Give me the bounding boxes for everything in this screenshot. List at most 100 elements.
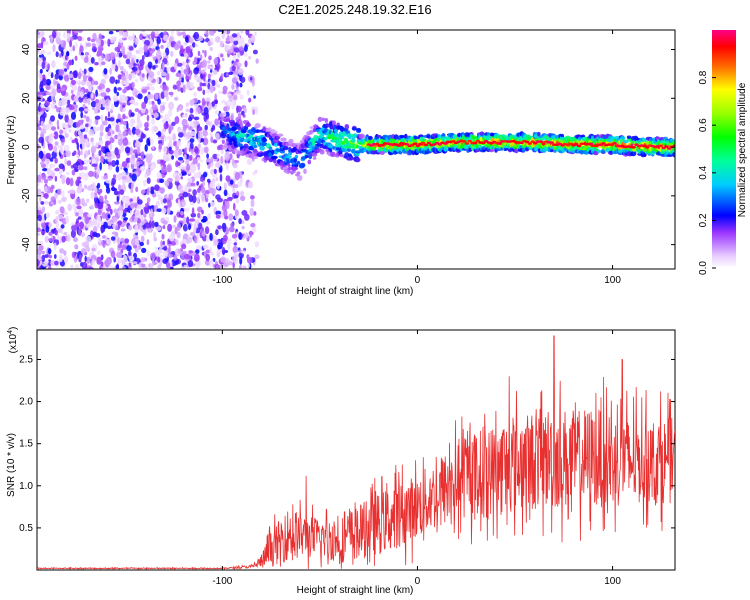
noise-blob — [144, 86, 150, 91]
noise-blob — [232, 245, 239, 254]
noise-blob — [115, 30, 120, 33]
noise-blob — [113, 256, 116, 263]
noise-blob — [79, 221, 84, 230]
noise-blob — [48, 248, 52, 255]
noise-blob — [177, 184, 184, 193]
signal-blob — [596, 149, 602, 153]
noise-blob — [54, 175, 58, 182]
noise-blob — [144, 144, 148, 152]
noise-blob — [42, 168, 48, 172]
noise-blob — [108, 99, 111, 106]
noise-blob — [37, 214, 42, 222]
signal-core — [374, 142, 380, 146]
noise-blob — [220, 155, 224, 165]
noise-blob — [181, 201, 186, 207]
noise-blob — [83, 159, 89, 165]
signal-blob — [225, 118, 231, 122]
noise-blob — [85, 88, 89, 94]
noise-blob — [244, 213, 250, 221]
noise-blob — [121, 75, 127, 81]
noise-blob — [90, 38, 96, 43]
noise-blob — [136, 116, 140, 123]
noise-blob — [122, 120, 128, 126]
signal-core — [497, 142, 502, 145]
signal-blob — [288, 138, 294, 144]
noise-blob — [91, 163, 98, 167]
noise-blob — [151, 117, 156, 125]
noise-blob — [74, 264, 80, 269]
noise-blob — [104, 116, 108, 121]
noise-blob — [44, 235, 49, 243]
noise-blob — [163, 34, 169, 42]
noise-blob — [100, 261, 104, 267]
noise-blob — [151, 220, 155, 229]
noise-blob — [201, 82, 206, 87]
noise-blob — [168, 149, 174, 155]
noise-blob — [167, 253, 173, 258]
noise-blob — [154, 246, 158, 250]
signal-blob — [282, 145, 289, 151]
colorbar-tick-label: 0.0 — [698, 261, 709, 275]
noise-blob — [122, 130, 129, 137]
noise-blob — [37, 174, 42, 183]
noise-blob — [197, 206, 203, 213]
noise-blob — [82, 202, 88, 207]
signal-core — [473, 141, 478, 145]
noise-blob — [122, 104, 126, 108]
signal-blob — [379, 150, 385, 155]
noise-blob — [48, 135, 53, 144]
noise-blob — [107, 220, 113, 227]
noise-blob — [74, 42, 78, 49]
noise-blob — [141, 263, 146, 268]
noise-blob — [209, 65, 215, 69]
noise-blob — [171, 121, 176, 127]
noise-blob — [139, 214, 145, 220]
noise-blob — [37, 116, 40, 121]
noise-blob — [93, 225, 98, 233]
noise-blob — [205, 97, 211, 102]
noise-blob — [93, 80, 99, 86]
signal-core — [664, 145, 669, 148]
noise-blob — [254, 169, 258, 174]
noise-blob — [111, 64, 116, 71]
noise-blob — [123, 217, 128, 221]
noise-blob — [96, 250, 101, 256]
noise-blob — [108, 30, 114, 35]
signal-blob — [553, 149, 557, 153]
noise-blob — [134, 209, 141, 218]
signal-core — [645, 146, 650, 149]
noise-blob — [112, 224, 117, 228]
noise-blob — [55, 36, 61, 44]
noise-blob — [124, 168, 128, 173]
noise-blob — [170, 50, 174, 57]
noise-blob — [179, 105, 183, 111]
signal-blob — [471, 134, 476, 141]
noise-blob — [92, 32, 97, 41]
noise-blob — [200, 159, 203, 163]
noise-blob — [151, 104, 158, 111]
noise-blob — [104, 53, 111, 62]
noise-blob — [176, 139, 181, 147]
noise-blob — [101, 61, 106, 66]
noise-blob — [151, 100, 155, 105]
noise-blob — [66, 99, 71, 105]
signal-core — [541, 142, 546, 146]
noise-blob — [61, 235, 66, 243]
noise-blob — [114, 46, 120, 52]
noise-blob — [184, 147, 188, 153]
noise-blob — [130, 112, 135, 117]
noise-blob — [46, 159, 49, 165]
noise-blob — [180, 210, 184, 216]
snr-x-label: Height of straight line (km) — [297, 585, 414, 596]
spectrogram-y-ticks: -40 -20 0 20 40 — [21, 44, 675, 252]
noise-blob — [43, 112, 47, 119]
noise-blob — [197, 143, 201, 149]
noise-blob — [71, 251, 76, 259]
noise-blob — [76, 142, 80, 151]
noise-blob — [47, 63, 50, 70]
noise-blob — [190, 131, 196, 137]
noise-blob — [58, 169, 63, 176]
signal-core — [421, 141, 426, 145]
noise-blob — [66, 34, 71, 39]
noise-blob — [47, 259, 52, 267]
